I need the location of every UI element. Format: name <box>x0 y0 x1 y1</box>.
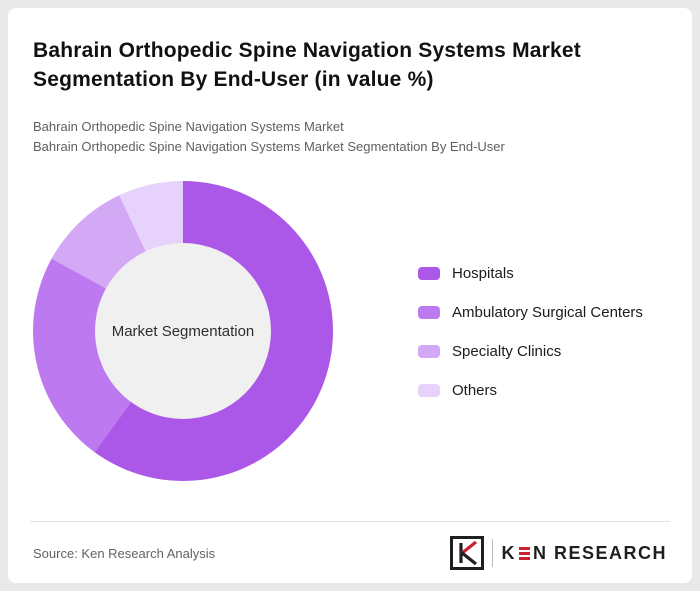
legend-swatch-hospitals <box>418 267 440 280</box>
logo-wordmark-n-research: N RESEARCH <box>532 542 667 563</box>
legend-item-specialty-clinics: Specialty Clinics <box>418 343 643 360</box>
ken-research-logo: K N RESEARCH <box>450 536 667 570</box>
chart-legend: Hospitals Ambulatory Surgical Centers Sp… <box>418 265 643 422</box>
chart-subtitle-line2: Bahrain Orthopedic Spine Navigation Syst… <box>33 139 505 154</box>
page-title: Bahrain Orthopedic Spine Navigation Syst… <box>33 39 581 91</box>
legend-label-specialty-clinics: Specialty Clinics <box>452 343 562 360</box>
source-text: Source: Ken Research Analysis <box>33 545 216 561</box>
donut-center-label: Market Segmentation <box>111 322 255 340</box>
ken-research-logo-mark-icon <box>450 536 485 570</box>
footer-divider <box>30 521 670 522</box>
legend-swatch-ambulatory-surgical-centers <box>418 306 440 319</box>
logo-stylized-e-icon <box>518 546 530 560</box>
legend-label-others: Others <box>452 382 498 399</box>
legend-swatch-others <box>418 384 440 397</box>
legend-item-others: Others <box>418 382 643 399</box>
legend-item-hospitals: Hospitals <box>418 265 643 282</box>
footer: Source: Ken Research Analysis K N RESEAR… <box>33 533 667 573</box>
legend-swatch-specialty-clinics <box>418 345 440 358</box>
donut-hole: Market Segmentation <box>95 243 271 419</box>
logo-wordmark: K N RESEARCH <box>501 543 667 564</box>
legend-label-hospitals: Hospitals <box>452 265 514 282</box>
chart-subtitle-line1: Bahrain Orthopedic Spine Navigation Syst… <box>33 119 344 134</box>
logo-separator <box>492 539 494 567</box>
logo-wordmark-k: K <box>501 542 516 563</box>
legend-label-ambulatory-surgical-centers: Ambulatory Surgical Centers <box>452 304 643 321</box>
legend-item-ambulatory-surgical-centers: Ambulatory Surgical Centers <box>418 304 643 321</box>
chart-card: Bahrain Orthopedic Spine Navigation Syst… <box>8 8 692 583</box>
donut-chart: Market Segmentation <box>33 181 333 481</box>
